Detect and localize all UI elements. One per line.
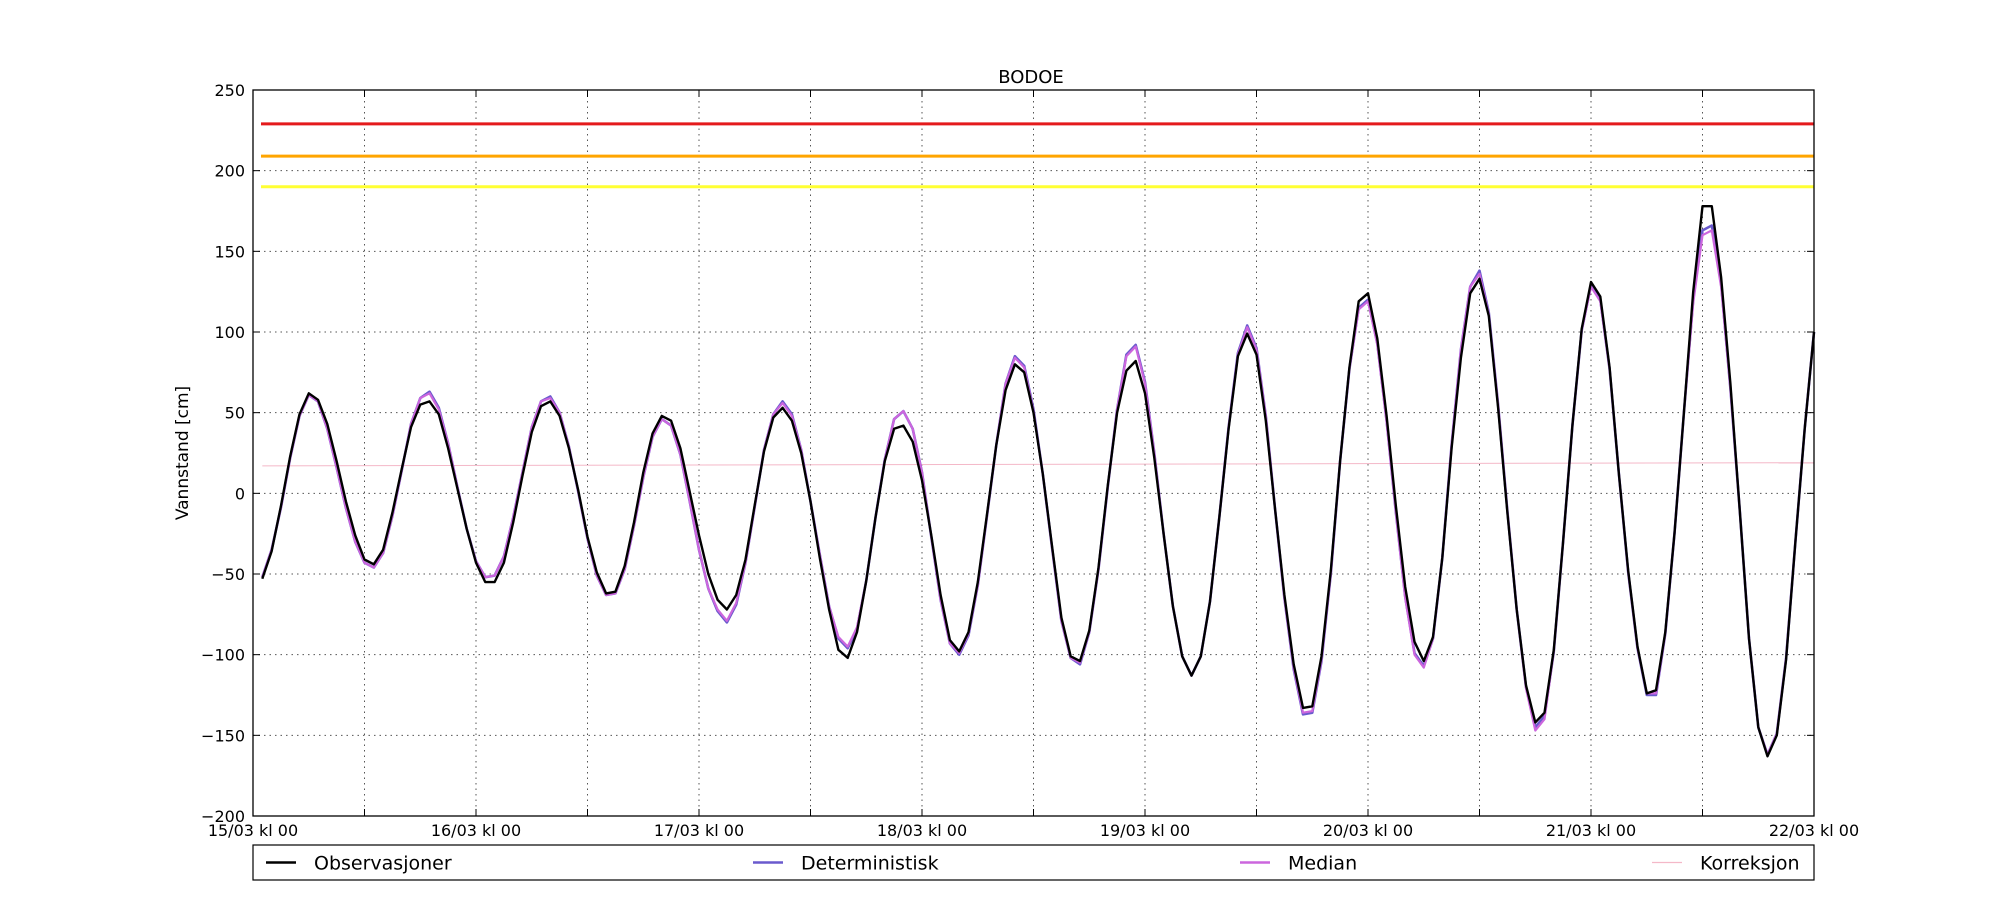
threshold-lines [261,122,1814,189]
x-tick-label: 17/03 kl 00 [654,821,744,840]
y-tick-label: 0 [235,484,245,503]
y-tick-label: −200 [201,807,245,826]
x-tick-label: 18/03 kl 00 [877,821,967,840]
x-tick-label: 16/03 kl 00 [431,821,521,840]
y-tick-label: 100 [214,323,245,342]
legend-box [252,844,1815,881]
series-line-korreksjon [262,462,1815,467]
y-axis-label: Vannstand [cm] [173,386,193,520]
chart-title: BODOE [998,67,1064,88]
series-lines [261,204,1816,758]
y-tick-label: 200 [214,162,245,181]
y-tick-label: 250 [214,81,245,100]
y-tick-label: −50 [211,565,245,584]
series-line-observasjoner [261,204,1816,758]
x-tick-label: 21/03 kl 00 [1546,821,1636,840]
grid-lines [253,90,1814,816]
y-tick-label: −100 [201,646,245,665]
x-tick-label: 20/03 kl 00 [1323,821,1413,840]
legend-label: Observasjoner [314,853,452,875]
y-tick-label: 50 [225,404,245,423]
x-tick-label: 15/03 kl 00 [208,821,298,840]
legend-label: Deterministisk [801,853,939,875]
legend-label: Median [1288,853,1357,875]
legend: Observasjoner Deterministisk Median Korreks… [252,844,1815,881]
y-tick-label: 150 [214,242,245,261]
legend-label: Korreksjon [1700,853,1800,875]
x-tick-label: 19/03 kl 00 [1100,821,1190,840]
y-tick-label: −150 [201,726,245,745]
x-tick-label: 22/03 kl 00 [1769,821,1859,840]
